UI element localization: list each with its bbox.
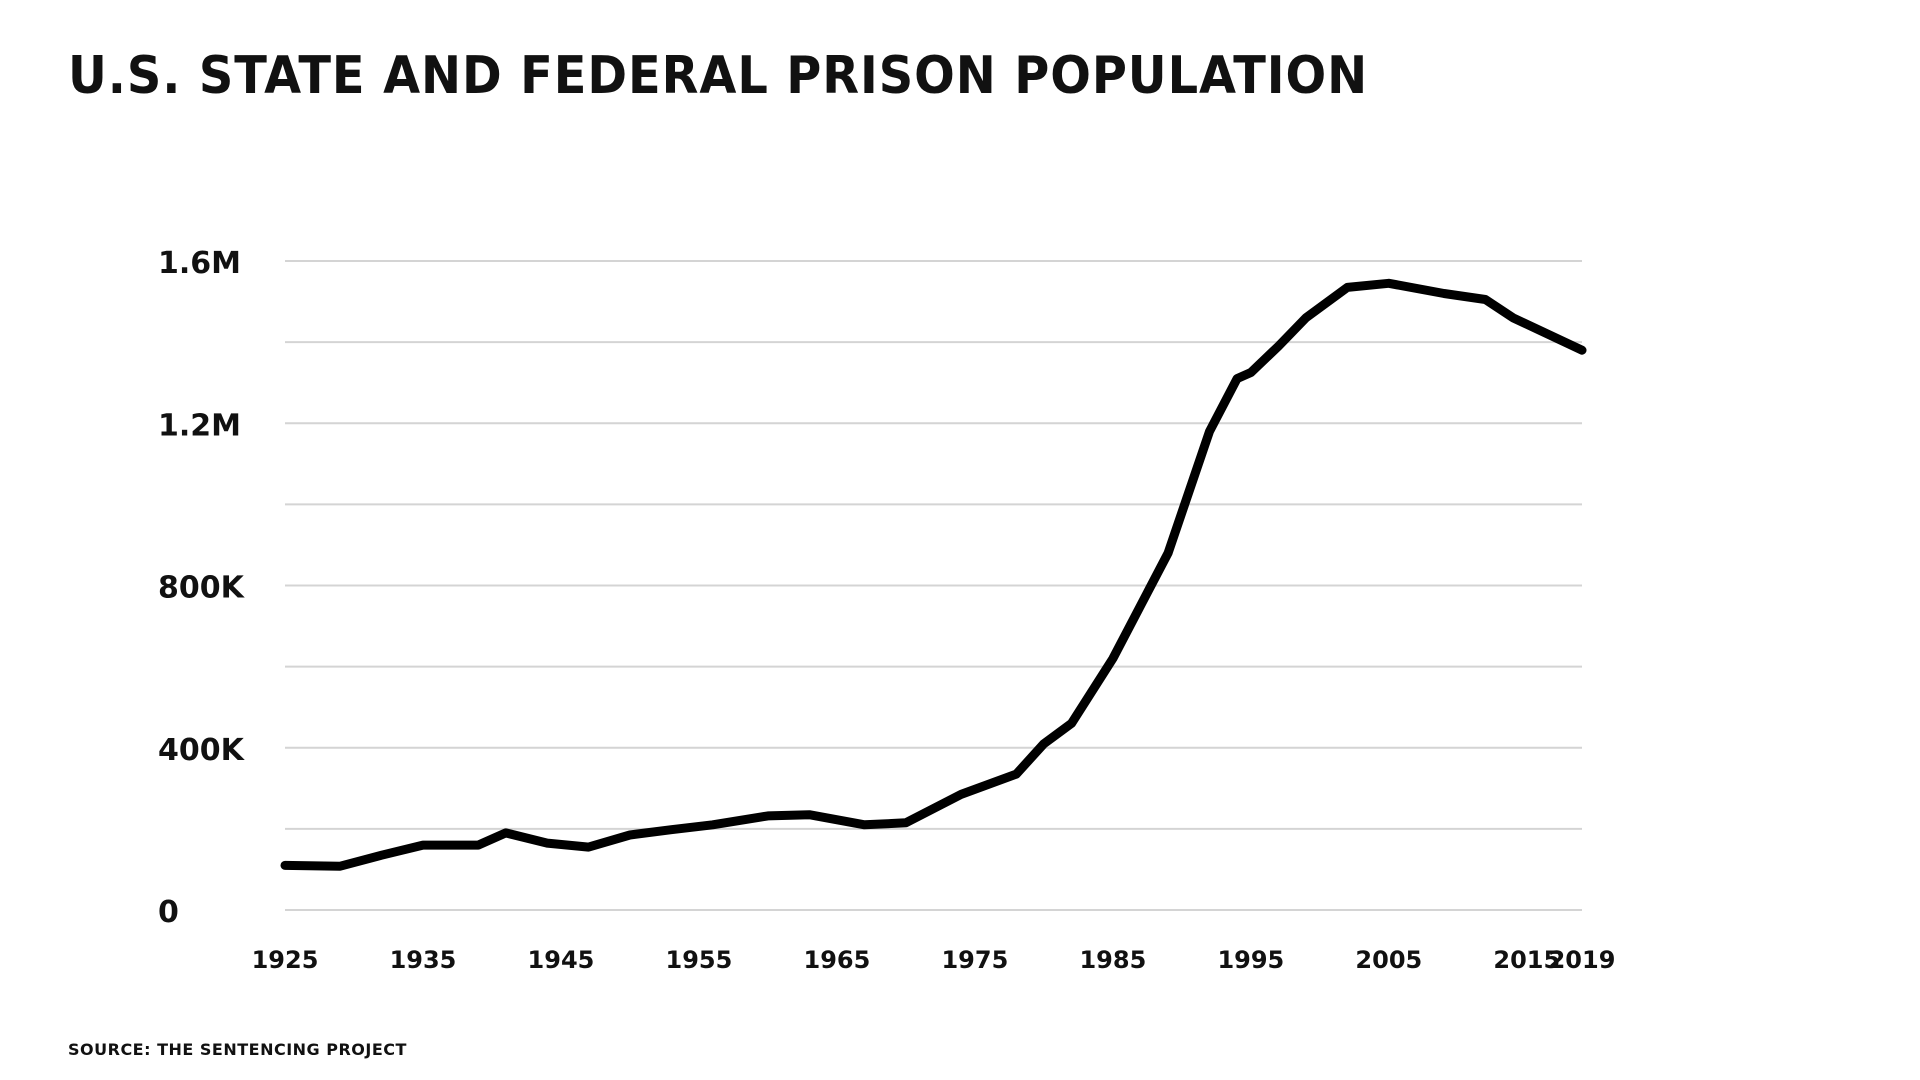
x-tick-label: 1935	[390, 946, 457, 974]
series-group	[280, 278, 1587, 871]
x-tick-label: 2019	[1549, 946, 1616, 974]
x-tick-label: 1945	[528, 946, 595, 974]
x-tick-label: 2005	[1355, 946, 1422, 974]
series-line	[280, 278, 1587, 871]
x-tick-label: 1955	[666, 946, 733, 974]
chart-title: U.S. STATE AND FEDERAL PRISON POPULATION	[68, 46, 1369, 106]
gridlines	[285, 260, 1582, 911]
x-axis-ticks: 1925 1935 1945 1955 1965 1975 1985 1995 2005 2015…	[252, 946, 1616, 974]
y-tick-label: 400K	[158, 733, 246, 768]
source-note: SOURCE: THE SENTENCING PROJECT	[68, 1040, 407, 1059]
x-tick-label: 1975	[941, 946, 1008, 974]
y-axis-ticks: 0 400K 800K 1.2M 1.6M	[158, 246, 246, 930]
y-tick-label: 800K	[158, 571, 246, 606]
x-tick-label: 1995	[1217, 946, 1284, 974]
x-tick-label: 1925	[252, 946, 319, 974]
x-tick-label: 2015	[1493, 946, 1560, 974]
y-tick-label: 1.6M	[158, 246, 241, 281]
x-tick-label: 1985	[1079, 946, 1146, 974]
y-tick-label: 1.2M	[158, 408, 241, 443]
x-tick-label: 1965	[804, 946, 871, 974]
y-tick-label: 0	[158, 895, 179, 930]
